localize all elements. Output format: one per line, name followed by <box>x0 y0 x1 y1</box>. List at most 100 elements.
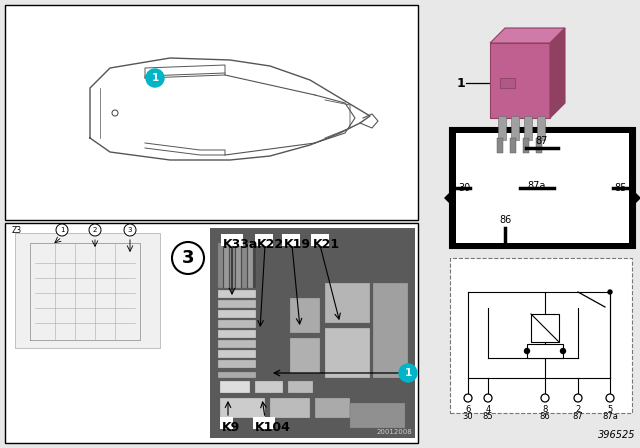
Circle shape <box>464 394 472 402</box>
Bar <box>220 381 250 393</box>
Bar <box>282 234 300 246</box>
Text: K19: K19 <box>284 238 311 251</box>
Text: 30: 30 <box>463 412 474 421</box>
Text: 2: 2 <box>575 405 580 414</box>
Circle shape <box>606 394 614 402</box>
Text: K9: K9 <box>222 421 240 434</box>
Circle shape <box>561 349 566 353</box>
Circle shape <box>574 394 582 402</box>
Text: K22: K22 <box>257 238 284 251</box>
Bar <box>350 403 405 428</box>
Bar <box>218 310 256 318</box>
Bar <box>490 43 550 118</box>
Bar <box>524 116 532 140</box>
Text: 87: 87 <box>573 412 584 421</box>
Bar <box>220 398 265 418</box>
Bar <box>523 138 529 153</box>
Text: 4: 4 <box>485 405 491 414</box>
Polygon shape <box>490 28 565 43</box>
Bar <box>5 223 418 443</box>
Bar <box>218 243 223 288</box>
Bar <box>218 243 256 288</box>
Bar <box>230 243 235 288</box>
Bar <box>253 417 275 429</box>
Text: 87a: 87a <box>602 412 618 421</box>
Circle shape <box>608 290 612 294</box>
Bar <box>537 116 545 140</box>
Bar <box>500 78 515 88</box>
Text: 85: 85 <box>615 183 627 193</box>
Circle shape <box>172 242 204 274</box>
Bar <box>224 243 229 288</box>
Bar <box>450 128 635 248</box>
Bar <box>218 340 256 348</box>
Bar <box>270 398 310 418</box>
Text: 3: 3 <box>182 249 195 267</box>
Bar <box>5 5 418 220</box>
Bar <box>527 344 563 358</box>
Bar <box>220 417 233 429</box>
Bar <box>536 138 542 153</box>
Circle shape <box>541 394 549 402</box>
Polygon shape <box>550 28 565 118</box>
Bar <box>290 338 320 373</box>
Text: 1: 1 <box>152 73 159 83</box>
Polygon shape <box>444 192 450 204</box>
Bar <box>248 243 253 288</box>
Bar <box>373 283 408 378</box>
Circle shape <box>124 224 136 236</box>
Bar <box>531 314 559 342</box>
Text: 85: 85 <box>483 412 493 421</box>
Bar <box>218 290 256 298</box>
Bar <box>325 328 370 378</box>
Text: 6: 6 <box>465 405 470 414</box>
Bar <box>218 320 256 328</box>
Text: Z3: Z3 <box>12 226 22 235</box>
Bar <box>210 228 415 438</box>
Bar <box>290 298 320 333</box>
Bar <box>456 133 629 243</box>
Text: 86: 86 <box>540 412 550 421</box>
Bar <box>218 372 256 378</box>
Bar <box>510 138 516 153</box>
Bar <box>242 243 247 288</box>
Text: K21: K21 <box>313 238 340 251</box>
Polygon shape <box>635 192 640 204</box>
Circle shape <box>89 224 101 236</box>
Bar <box>315 398 350 418</box>
Bar <box>497 138 503 153</box>
Text: 2: 2 <box>93 227 97 233</box>
Text: 87a: 87a <box>528 181 546 191</box>
Bar <box>218 330 256 338</box>
Bar <box>511 116 519 140</box>
Text: 30: 30 <box>458 183 470 193</box>
Bar <box>218 350 256 358</box>
Bar <box>498 116 506 140</box>
Text: 8: 8 <box>542 405 548 414</box>
Bar <box>15 233 160 348</box>
Bar <box>236 243 241 288</box>
Bar <box>311 234 328 246</box>
Text: 3: 3 <box>128 227 132 233</box>
Bar <box>325 283 370 323</box>
Circle shape <box>484 394 492 402</box>
Bar <box>221 234 243 246</box>
Text: 86: 86 <box>499 215 511 225</box>
Bar <box>218 300 256 308</box>
Text: K33a: K33a <box>223 238 259 251</box>
Bar <box>288 381 313 393</box>
Bar <box>218 360 256 368</box>
Text: K104: K104 <box>255 421 291 434</box>
Bar <box>450 258 632 413</box>
Bar <box>255 381 283 393</box>
Circle shape <box>146 69 164 87</box>
Circle shape <box>399 364 417 382</box>
Circle shape <box>56 224 68 236</box>
Text: 1: 1 <box>456 77 465 90</box>
Text: 1: 1 <box>60 227 64 233</box>
Circle shape <box>525 349 529 353</box>
Text: 87: 87 <box>536 136 548 146</box>
Bar <box>255 234 273 246</box>
Text: 1: 1 <box>404 368 412 378</box>
Text: 5: 5 <box>607 405 612 414</box>
